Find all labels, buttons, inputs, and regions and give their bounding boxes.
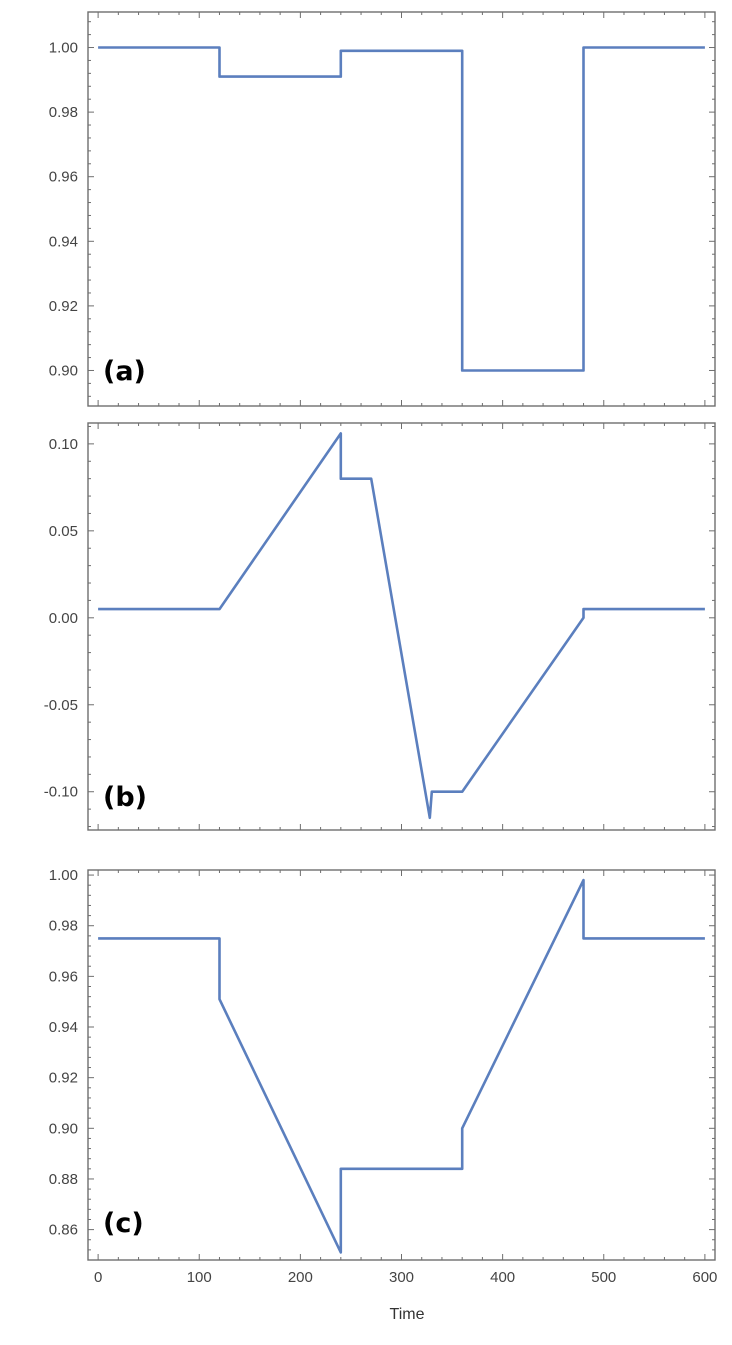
y-tick-label: 1.00 bbox=[49, 867, 78, 884]
y-tick-label: -0.10 bbox=[44, 784, 78, 801]
series-line-0 bbox=[98, 878, 705, 1254]
x-tick-label: 600 bbox=[692, 1269, 717, 1286]
series-line-0 bbox=[98, 46, 705, 372]
y-tick-label: 0.05 bbox=[49, 523, 78, 540]
plot-frame bbox=[87, 869, 716, 1261]
plot-frame bbox=[87, 422, 716, 831]
y-tick-label: 0.98 bbox=[49, 104, 78, 121]
y-tick-label: 0.96 bbox=[49, 968, 78, 985]
y-tick-label: 0.10 bbox=[49, 436, 78, 453]
y-tick-label: 0.86 bbox=[49, 1222, 78, 1239]
panel-label: (a) bbox=[103, 356, 146, 387]
y-tick-label: 0.90 bbox=[49, 1120, 78, 1137]
y-tick-label: 0.88 bbox=[49, 1171, 78, 1188]
y-tick-label: 0.98 bbox=[49, 918, 78, 935]
y-tick-label: 0.00 bbox=[49, 610, 78, 627]
y-tick-label: 0.92 bbox=[49, 1070, 78, 1087]
y-tick-label: 0.96 bbox=[49, 169, 78, 186]
x-axis-label: Time bbox=[390, 1306, 425, 1323]
y-tick-label: 0.94 bbox=[49, 233, 78, 250]
y-tick-label: 0.94 bbox=[49, 1019, 78, 1036]
y-tick-label: -0.05 bbox=[44, 697, 78, 714]
x-tick-label: 200 bbox=[288, 1269, 313, 1286]
panel-label: (b) bbox=[103, 782, 147, 813]
y-tick-label: 0.92 bbox=[49, 298, 78, 315]
y-tick-label: 1.00 bbox=[49, 40, 78, 57]
series-line-0 bbox=[98, 432, 705, 820]
plot-frame bbox=[87, 11, 716, 407]
panel-c: 0.86 0.88 0.90 0.92 0.94 0.96 0.98 1.00 0 100 200 3… bbox=[49, 867, 718, 1286]
x-tick-label: 500 bbox=[591, 1269, 616, 1286]
y-tick-label: 0.90 bbox=[49, 362, 78, 379]
x-tick-label: 0 bbox=[94, 1269, 102, 1286]
panel-label: (c) bbox=[103, 1208, 144, 1239]
x-tick-label: 300 bbox=[389, 1269, 414, 1286]
panel-b: -0.10 -0.05 0.00 0.05 0.10 (b) bbox=[44, 422, 716, 831]
x-tick-label: 400 bbox=[490, 1269, 515, 1286]
panel-a: 0.90 0.92 0.94 0.96 0.98 1.00 (a) bbox=[49, 11, 716, 407]
x-tick-label: 100 bbox=[187, 1269, 212, 1286]
